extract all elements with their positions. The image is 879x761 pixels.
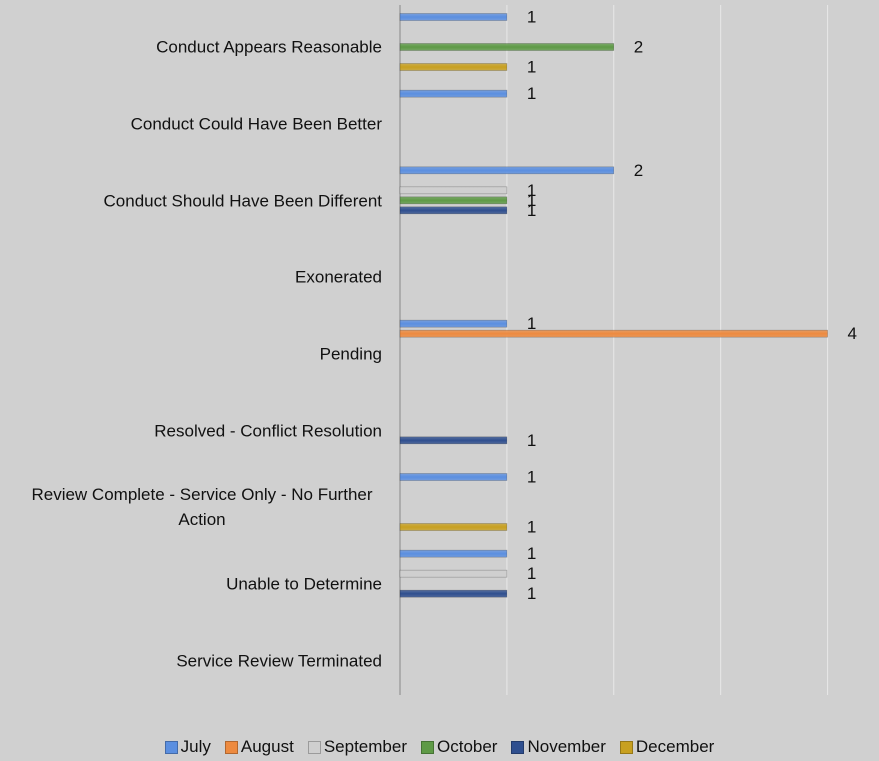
bar: [399, 206, 508, 215]
legend-label: November: [527, 737, 606, 756]
data-label: 1: [527, 584, 536, 603]
data-label: 1: [527, 201, 536, 220]
data-label: 1: [527, 467, 536, 486]
bar: [399, 13, 508, 21]
legend-item: September: [307, 737, 407, 757]
bar: [399, 63, 508, 71]
category-label: Exonerated: [295, 267, 382, 287]
data-label: 1: [527, 564, 536, 583]
data-label: 1: [527, 84, 536, 103]
data-label: 1: [527, 57, 536, 76]
legend-label: August: [240, 737, 294, 756]
bar: [399, 186, 508, 195]
data-label: 1: [527, 431, 536, 450]
data-label: 1: [527, 191, 536, 210]
legend-item: August: [224, 737, 294, 757]
data-label: 1: [527, 7, 536, 26]
bar: [399, 43, 615, 51]
data-label: 4: [848, 324, 857, 343]
legend-swatch: [307, 740, 321, 754]
legend-item: July: [164, 737, 211, 757]
legend-swatch: [164, 740, 178, 754]
legend-swatch: [224, 740, 238, 754]
bar: [399, 89, 508, 98]
data-label: 1: [527, 544, 536, 563]
bar: [399, 549, 508, 558]
legend-label: July: [180, 737, 211, 756]
bar: [399, 523, 508, 531]
legend-item: October: [421, 737, 497, 757]
data-label: 2: [634, 161, 643, 180]
legend-label: October: [437, 737, 498, 756]
bar: [399, 569, 508, 578]
bar: [399, 166, 615, 175]
legend-swatch: [421, 740, 434, 754]
legend-item: November: [511, 737, 606, 757]
category-label: Review Complete - Service Only - No Furt…: [31, 485, 373, 530]
legend-swatch: [511, 740, 525, 754]
category-label: Pending: [319, 344, 382, 364]
legend-swatch: [619, 740, 633, 754]
bar: [399, 319, 508, 328]
data-label: 2: [634, 37, 643, 56]
category-label: Service Review Terminated: [176, 651, 382, 671]
data-label: 1: [527, 314, 536, 333]
bar: [399, 589, 508, 598]
category-label: Unable to Determine: [226, 574, 382, 594]
bar: [399, 196, 508, 205]
data-label: 1: [527, 517, 536, 536]
bar: [399, 436, 508, 445]
legend-label: September: [323, 737, 407, 756]
legend: July August September October November Decemb…: [0, 737, 879, 757]
data-label: 1: [527, 181, 536, 200]
category-label: Conduct Should Have Been Different: [103, 191, 382, 211]
legend-item: December: [619, 737, 715, 757]
category-label: Resolved - Conflict Resolution: [154, 421, 382, 441]
category-label: Conduct Could Have Been Better: [130, 114, 382, 134]
legend-label: December: [635, 737, 715, 756]
bar: [399, 473, 508, 481]
bar: [399, 329, 828, 338]
category-label: Conduct Appears Reasonable: [156, 37, 382, 57]
